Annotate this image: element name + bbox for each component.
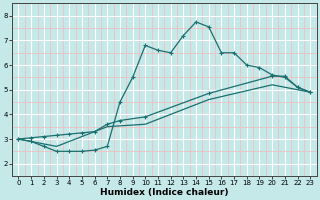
X-axis label: Humidex (Indice chaleur): Humidex (Indice chaleur) [100,188,228,197]
